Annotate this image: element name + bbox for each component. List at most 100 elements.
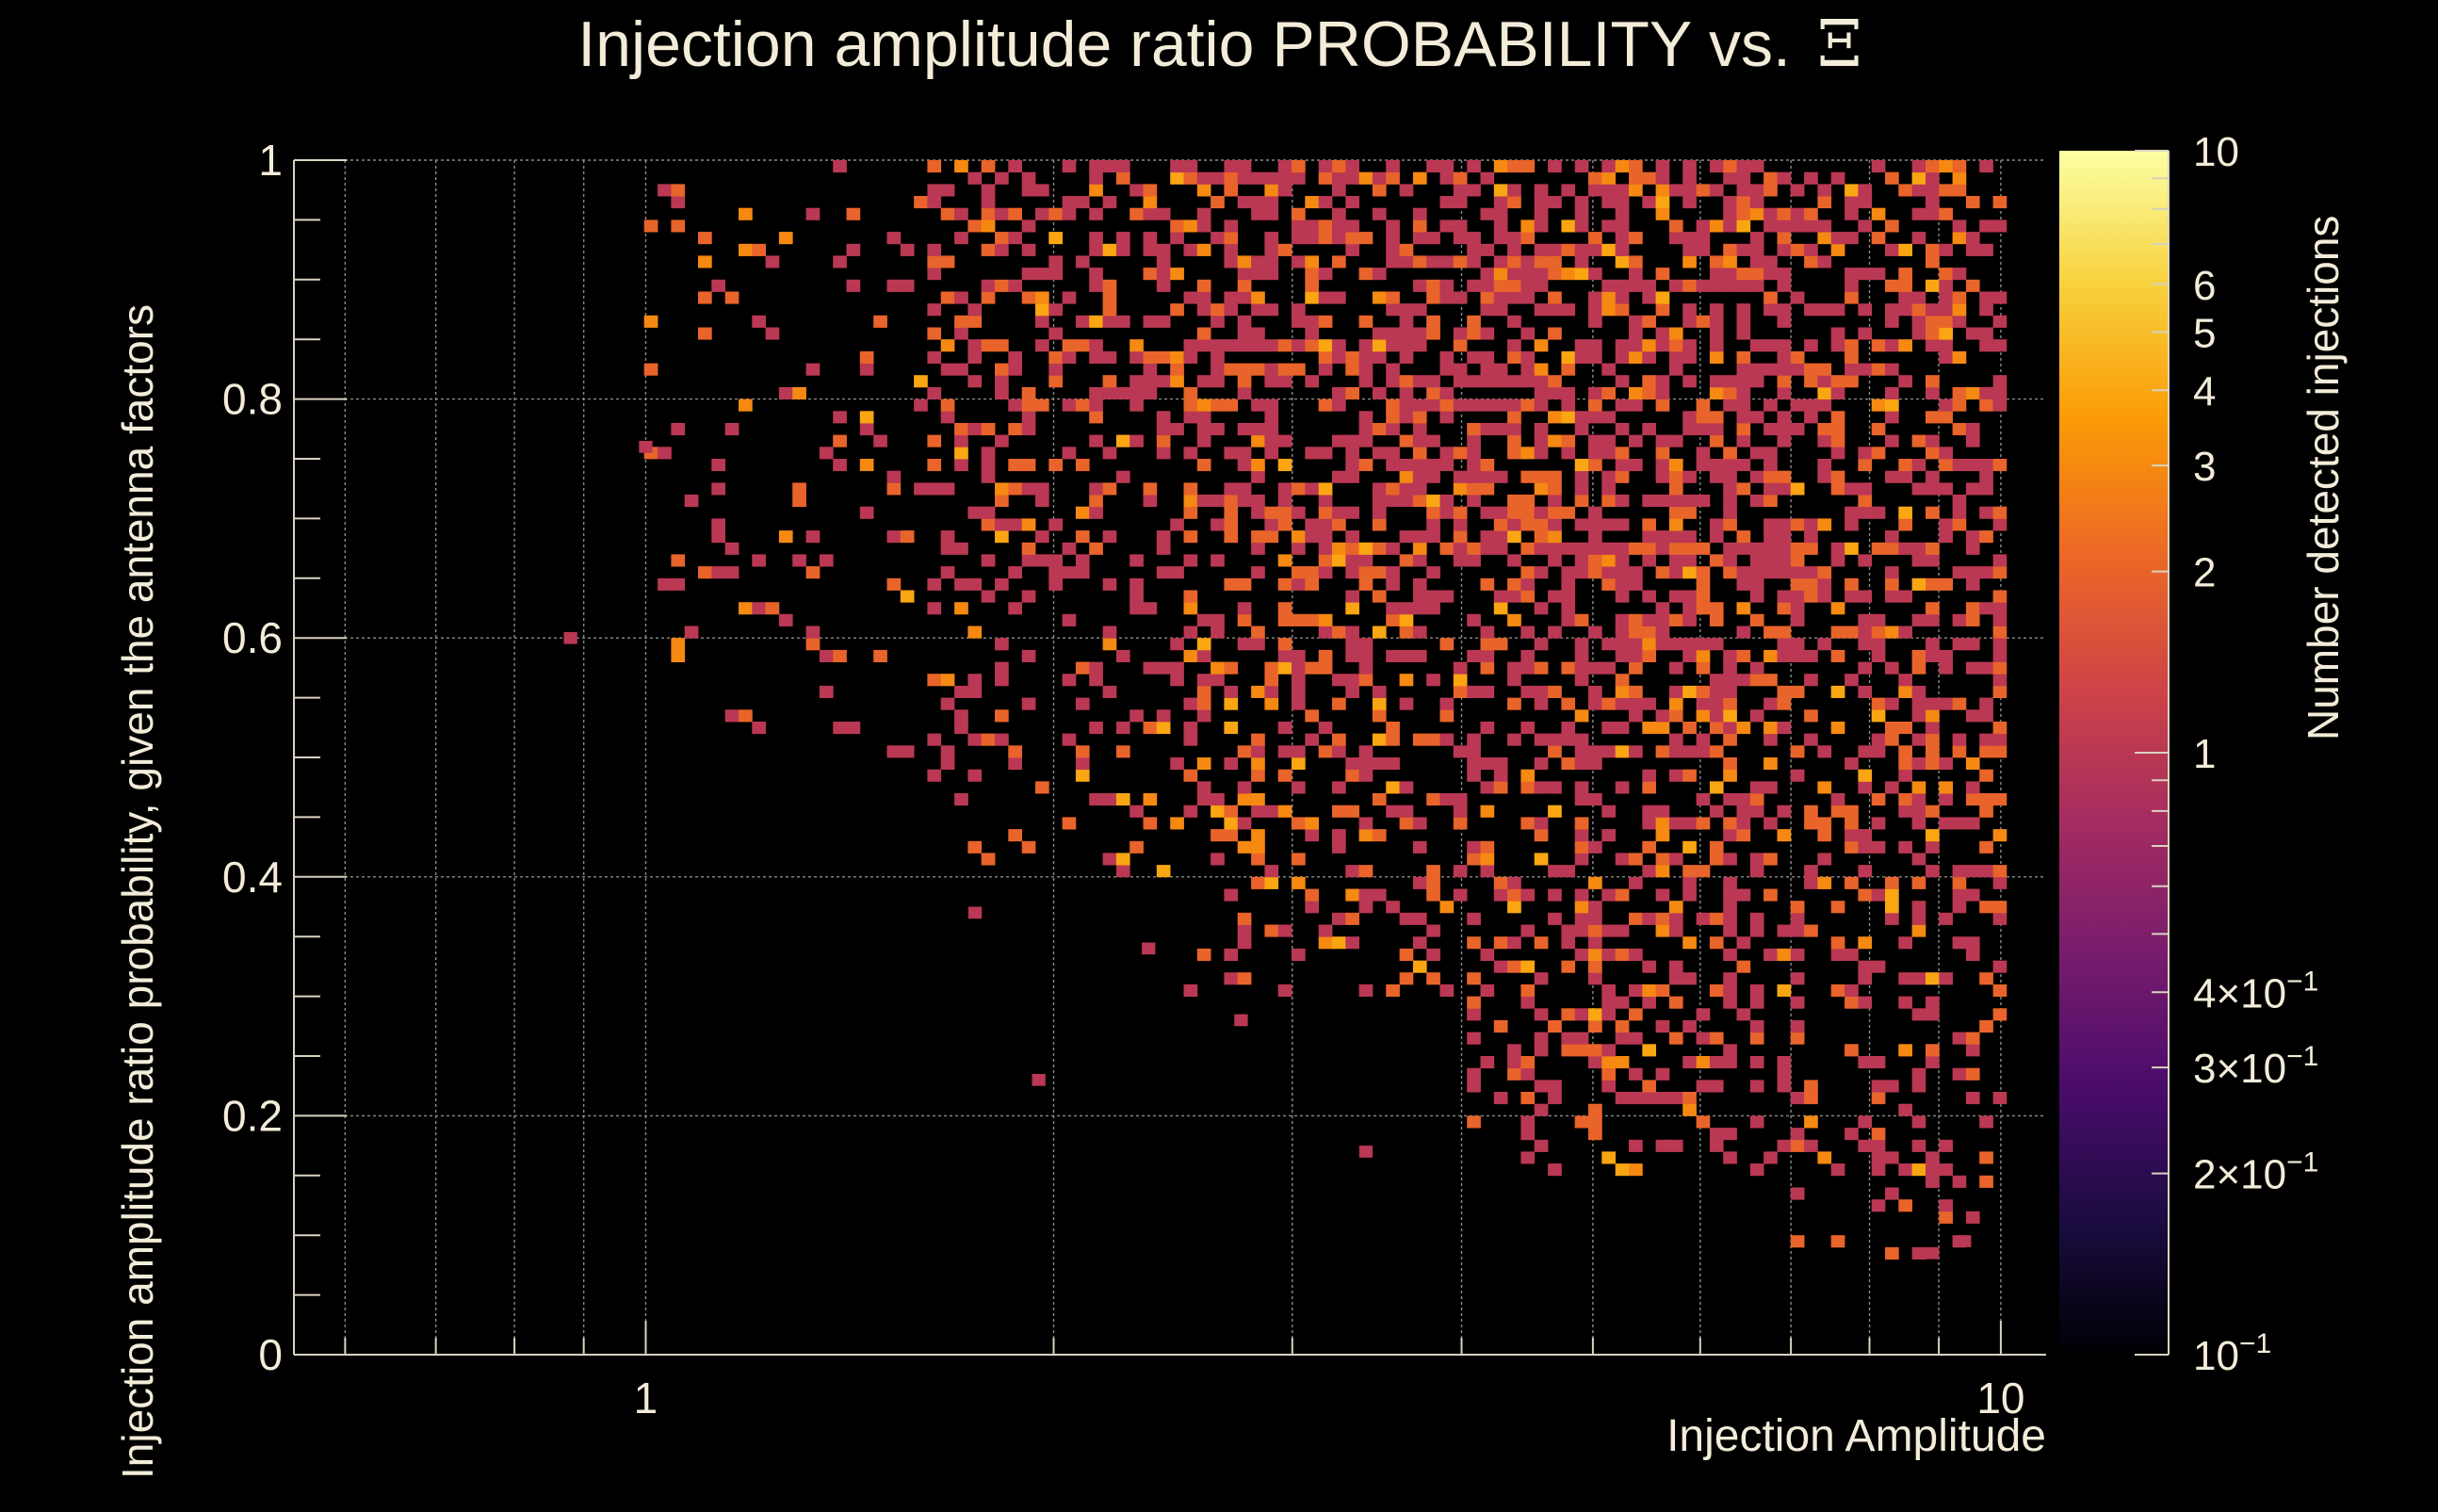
- heatmap-cell: [1089, 279, 1103, 292]
- heatmap-cell: [1399, 912, 1414, 925]
- heatmap-cell: [1196, 697, 1211, 710]
- heatmap-cell: [1749, 996, 1764, 1009]
- heatmap-cell: [1534, 398, 1549, 412]
- heatmap-cell: [1601, 1008, 1616, 1021]
- heatmap-cell: [1952, 697, 1967, 710]
- heatmap-cell: [1885, 733, 1899, 746]
- heatmap-cell: [1682, 1092, 1697, 1105]
- heatmap-cell: [1264, 661, 1279, 675]
- heatmap-cell: [1507, 411, 1521, 424]
- heatmap-cell: [886, 745, 902, 758]
- heatmap-cell: [1629, 434, 1643, 447]
- heatmap-cell: [1277, 495, 1292, 508]
- heatmap-cell: [1588, 459, 1602, 472]
- heatmap-cell: [1196, 291, 1211, 304]
- heatmap-cell: [1858, 626, 1873, 639]
- heatmap-cell: [1183, 482, 1198, 496]
- heatmap-cell: [1358, 649, 1373, 662]
- heatmap-cell: [1574, 840, 1589, 854]
- heatmap-cell: [1885, 398, 1899, 412]
- heatmap-cell: [1696, 566, 1711, 579]
- heatmap-cell: [1939, 291, 1953, 304]
- heatmap-cell: [1507, 243, 1521, 256]
- heatmap-cell: [1196, 184, 1211, 197]
- heatmap-cell: [1075, 196, 1090, 209]
- heatmap-cell: [1115, 386, 1130, 399]
- heatmap-cell: [1790, 542, 1805, 555]
- heatmap-cell: [1642, 638, 1656, 651]
- heatmap-cell: [1642, 960, 1656, 973]
- heatmap-cell: [1574, 638, 1589, 651]
- heatmap-cell: [1412, 327, 1427, 340]
- heatmap-cell: [1292, 506, 1306, 519]
- heatmap-cell: [1723, 984, 1737, 997]
- heatmap-cell: [1196, 613, 1211, 626]
- heatmap-cell: [1493, 184, 1508, 197]
- heatmap-cell: [1277, 638, 1292, 651]
- heatmap-cell: [1911, 315, 1926, 328]
- heatmap-cell: [995, 386, 1009, 399]
- heatmap-cell: [1439, 398, 1455, 412]
- heatmap-cell: [1048, 255, 1063, 268]
- heatmap-cell: [1979, 602, 1993, 615]
- heatmap-cell: [1345, 685, 1359, 698]
- heatmap-cell: [900, 279, 915, 292]
- colorbar-label: Number detected injections: [2299, 216, 2348, 740]
- heatmap-cell: [1224, 171, 1239, 185]
- heatmap-cell: [1008, 482, 1022, 496]
- heatmap-cell: [1467, 255, 1481, 268]
- heatmap-cell: [859, 506, 874, 519]
- heatmap-cell: [1911, 805, 1926, 818]
- heatmap-cell: [1412, 602, 1427, 615]
- heatmap-cell: [1277, 363, 1292, 376]
- heatmap-cell: [1911, 924, 1926, 937]
- heatmap-cell: [1386, 398, 1400, 412]
- heatmap-cell: [1318, 232, 1333, 245]
- heatmap-cell: [1898, 972, 1912, 985]
- heatmap-cell: [1332, 781, 1346, 794]
- heatmap-cell: [1520, 661, 1536, 675]
- heatmap-cell: [1952, 1032, 1967, 1045]
- heatmap-cell: [1237, 781, 1252, 794]
- heatmap-cell: [765, 602, 780, 615]
- heatmap-cell: [1885, 1151, 1899, 1164]
- heatmap-cell: [1386, 613, 1400, 626]
- heatmap-cell: [1749, 279, 1764, 292]
- heatmap-cell: [954, 232, 968, 245]
- heatmap-cell: [1926, 1056, 1940, 1069]
- heatmap-cell: [1777, 590, 1792, 603]
- heatmap-cell: [1358, 888, 1373, 902]
- heatmap-cell: [1507, 447, 1521, 460]
- heatmap-cell: [1965, 709, 1980, 723]
- heatmap-cell: [1696, 411, 1711, 424]
- heatmap-cell: [1021, 649, 1036, 662]
- heatmap-cell: [1682, 554, 1697, 567]
- heatmap-cell: [1965, 386, 1980, 399]
- heatmap-cell: [1736, 243, 1751, 256]
- heatmap-cell: [1130, 398, 1144, 412]
- heatmap-cell: [1668, 685, 1683, 698]
- heatmap-cell: [1156, 350, 1171, 364]
- heatmap-cell: [1520, 566, 1536, 579]
- heatmap-cell: [1790, 685, 1805, 698]
- heatmap-cell: [1952, 219, 1967, 233]
- heatmap-cell: [1898, 1163, 1912, 1177]
- heatmap-cell: [1183, 530, 1198, 544]
- heatmap-cell: [1817, 590, 1832, 603]
- heatmap-cell: [1170, 674, 1184, 687]
- heatmap-cell: [1183, 350, 1198, 364]
- heatmap-cell: [1898, 769, 1912, 782]
- heatmap-cell: [1655, 303, 1670, 317]
- heatmap-cell: [1871, 1080, 1886, 1093]
- heatmap-cell: [1763, 184, 1778, 197]
- heatmap-cell: [1453, 674, 1468, 687]
- heatmap-cell: [1130, 434, 1144, 447]
- heatmap-cell: [1089, 506, 1103, 519]
- heatmap-cell: [1696, 1008, 1711, 1021]
- heatmap-cell: [1507, 577, 1521, 591]
- heatmap-cell: [711, 566, 725, 579]
- heatmap-cell: [1130, 386, 1144, 399]
- heatmap-cell: [1723, 255, 1737, 268]
- heatmap-cell: [967, 506, 983, 519]
- heatmap-cell: [1763, 423, 1778, 436]
